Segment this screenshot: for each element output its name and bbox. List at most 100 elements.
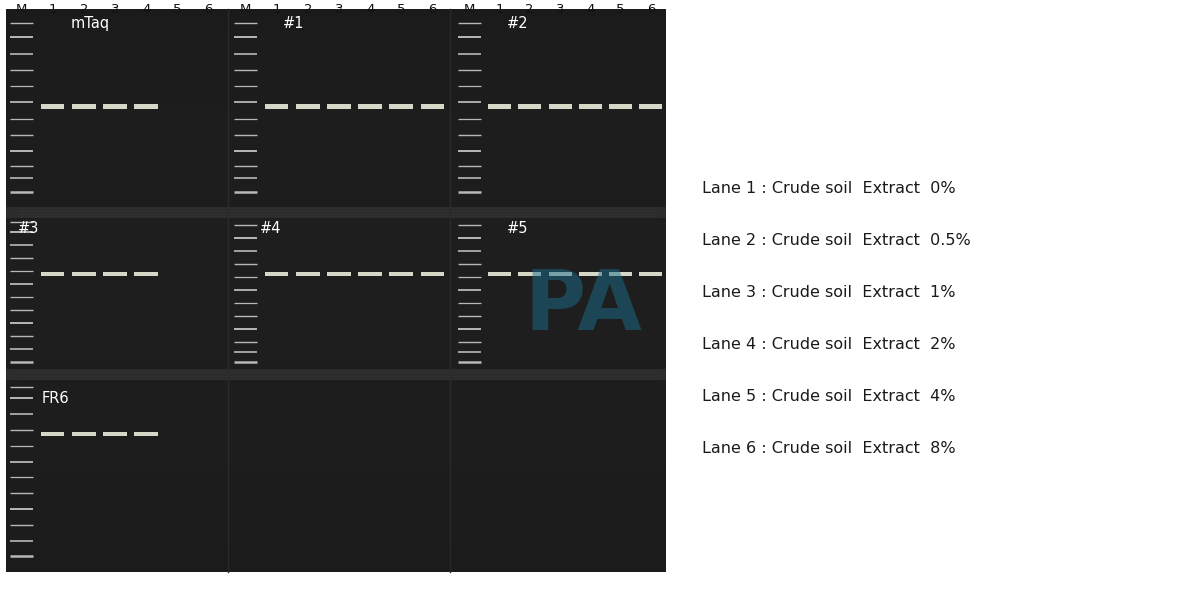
Text: M: M bbox=[15, 3, 27, 16]
Bar bbox=[134, 104, 158, 109]
Bar bbox=[548, 104, 572, 109]
Text: 2: 2 bbox=[79, 3, 88, 16]
Bar bbox=[6, 495, 666, 502]
Bar bbox=[6, 9, 666, 572]
Bar bbox=[6, 23, 666, 30]
Text: 1: 1 bbox=[272, 3, 281, 16]
Bar bbox=[6, 86, 666, 93]
Bar bbox=[6, 164, 666, 171]
Bar bbox=[6, 319, 666, 326]
Bar bbox=[327, 104, 351, 109]
Bar bbox=[265, 272, 289, 276]
Bar bbox=[6, 297, 666, 304]
Bar bbox=[6, 234, 666, 241]
Bar bbox=[41, 104, 65, 109]
Bar bbox=[6, 516, 666, 523]
Bar bbox=[296, 272, 320, 276]
Bar bbox=[6, 502, 666, 509]
Bar bbox=[389, 272, 413, 276]
Bar bbox=[41, 432, 65, 436]
Bar bbox=[6, 171, 666, 178]
Bar bbox=[6, 65, 666, 72]
Text: Lane 6 : Crude soil  Extract  8%: Lane 6 : Crude soil Extract 8% bbox=[702, 441, 955, 456]
Bar bbox=[6, 369, 666, 380]
Bar bbox=[134, 432, 158, 436]
Bar bbox=[6, 474, 666, 481]
Text: 3: 3 bbox=[335, 3, 343, 16]
Text: 4: 4 bbox=[141, 3, 150, 16]
Bar bbox=[519, 272, 541, 276]
Text: PA: PA bbox=[525, 266, 643, 348]
Bar bbox=[6, 284, 666, 291]
Bar bbox=[6, 129, 666, 136]
Bar bbox=[6, 255, 666, 263]
Bar bbox=[421, 272, 444, 276]
Text: 6: 6 bbox=[647, 3, 656, 16]
Text: #3: #3 bbox=[18, 221, 39, 236]
Text: 6: 6 bbox=[204, 3, 212, 16]
Bar bbox=[6, 93, 666, 100]
Bar bbox=[103, 272, 127, 276]
Bar bbox=[6, 248, 666, 255]
Bar bbox=[6, 445, 666, 453]
Text: #5: #5 bbox=[507, 221, 528, 236]
Bar bbox=[6, 410, 666, 417]
Bar bbox=[41, 272, 65, 276]
Bar bbox=[327, 272, 351, 276]
Bar bbox=[6, 347, 666, 354]
Bar bbox=[6, 304, 666, 312]
Bar bbox=[6, 277, 666, 284]
Bar bbox=[6, 37, 666, 44]
Bar bbox=[6, 551, 666, 558]
Text: Lane 3 : Crude soil  Extract  1%: Lane 3 : Crude soil Extract 1% bbox=[702, 285, 955, 300]
Bar bbox=[488, 272, 511, 276]
Bar bbox=[6, 488, 666, 495]
Bar bbox=[6, 312, 666, 319]
Bar bbox=[639, 272, 663, 276]
Text: M: M bbox=[239, 3, 251, 16]
Bar bbox=[6, 389, 666, 396]
Text: #2: #2 bbox=[507, 15, 528, 31]
Bar bbox=[6, 431, 666, 438]
Text: Lane 1 : Crude soil  Extract  0%: Lane 1 : Crude soil Extract 0% bbox=[702, 181, 955, 196]
Bar bbox=[6, 185, 666, 192]
Bar bbox=[6, 30, 666, 37]
Text: Lane 5 : Crude soil  Extract  4%: Lane 5 : Crude soil Extract 4% bbox=[702, 389, 955, 404]
Bar bbox=[6, 438, 666, 445]
Text: 1: 1 bbox=[48, 3, 57, 16]
Bar bbox=[6, 72, 666, 79]
Bar bbox=[6, 340, 666, 347]
Bar bbox=[610, 104, 632, 109]
Bar bbox=[6, 44, 666, 51]
Text: 1: 1 bbox=[495, 3, 503, 16]
Bar bbox=[103, 432, 127, 436]
Bar bbox=[6, 544, 666, 551]
Text: 5: 5 bbox=[173, 3, 182, 16]
Bar bbox=[6, 143, 666, 150]
Bar bbox=[265, 104, 289, 109]
Bar bbox=[6, 114, 666, 122]
Bar bbox=[6, 558, 666, 565]
Bar bbox=[6, 136, 666, 143]
Text: FR6: FR6 bbox=[41, 391, 68, 406]
Text: 5: 5 bbox=[617, 3, 625, 16]
Bar bbox=[6, 122, 666, 129]
Bar bbox=[6, 51, 666, 58]
Bar bbox=[6, 537, 666, 544]
Bar bbox=[103, 104, 127, 109]
Bar bbox=[579, 272, 601, 276]
Bar bbox=[6, 354, 666, 361]
Text: 4: 4 bbox=[586, 3, 594, 16]
Bar bbox=[6, 199, 666, 206]
Text: 3: 3 bbox=[555, 3, 565, 16]
Bar bbox=[358, 272, 382, 276]
Bar bbox=[6, 263, 666, 270]
Text: Lane 2 : Crude soil  Extract  0.5%: Lane 2 : Crude soil Extract 0.5% bbox=[702, 233, 970, 248]
Text: 5: 5 bbox=[397, 3, 406, 16]
Bar bbox=[6, 523, 666, 530]
Bar bbox=[639, 104, 663, 109]
Bar bbox=[72, 432, 95, 436]
Bar bbox=[72, 104, 95, 109]
Bar bbox=[6, 396, 666, 404]
Text: Lane 4 : Crude soil  Extract  2%: Lane 4 : Crude soil Extract 2% bbox=[702, 337, 955, 352]
